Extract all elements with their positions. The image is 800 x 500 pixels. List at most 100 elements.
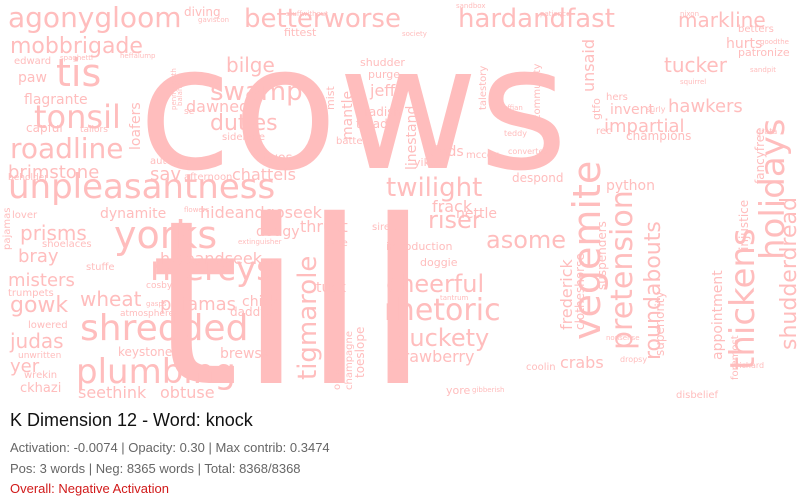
cloud-word: seethink	[78, 383, 147, 400]
cloud-word: hawkers	[668, 96, 743, 117]
cloud-word: gasps	[146, 300, 167, 308]
cloud-word: brimstone	[8, 162, 99, 183]
word-cloud: cows till unpleasantness plumbing shredd…	[0, 0, 800, 400]
cloud-word: balance	[176, 78, 184, 106]
cloud-word: strawberry	[388, 347, 474, 366]
cloud-word: purge	[368, 68, 400, 81]
cloud-word: tis	[56, 51, 101, 95]
cloud-word: shudderdread	[777, 197, 800, 350]
cloud-word: bray	[18, 246, 59, 267]
cloud-word: tread	[356, 117, 388, 131]
cloud-word: hers	[606, 92, 628, 103]
cloud-word: pyjamas	[160, 294, 236, 315]
cloud-word: stuffe	[86, 262, 115, 273]
cloud-word: society	[402, 30, 427, 38]
cloud-word: till	[150, 171, 429, 400]
cloud-word: champagne	[344, 331, 355, 390]
cloud-word: mantle	[340, 91, 356, 140]
cloud-word: gaviscon	[198, 16, 229, 24]
cloud-word: dads	[430, 144, 464, 160]
cloud-word: asome	[486, 226, 566, 254]
cloud-word: markline	[678, 8, 766, 32]
cloud-word: twilight	[386, 173, 482, 203]
cloud-word: hardandfast	[458, 4, 615, 34]
cloud-word: keystone	[118, 345, 172, 359]
cloud-word: yer	[10, 356, 40, 377]
cloud-word: despond	[512, 171, 563, 185]
cloud-word: rhetoric	[384, 293, 501, 328]
cloud-word: unsaid	[579, 39, 598, 92]
cloud-word: hideandseek	[160, 249, 263, 268]
cloud-word: stuffwithout	[286, 10, 328, 18]
cloud-word: radish	[364, 105, 401, 119]
cloud-word: roadline	[10, 132, 124, 165]
cloud-word: toeslope	[353, 327, 367, 378]
cloud-word: flowers	[184, 206, 210, 214]
cloud-word: tailors	[80, 125, 108, 135]
cloud-word: siree	[372, 222, 396, 233]
cloud-word: wrekin	[24, 370, 57, 381]
cloud-word: hideandgoseek	[200, 203, 323, 222]
cloud-word: gtfo	[590, 98, 603, 120]
cloud-word: invent	[610, 102, 655, 118]
cloud-word: sav	[150, 164, 181, 185]
cloud-word: ckhazi	[20, 381, 61, 396]
cloud-word: python	[606, 178, 655, 194]
cloud-word: patience	[540, 10, 570, 18]
cloud-word: talestory	[478, 66, 489, 110]
page-title: K Dimension 12 - Word: knock	[10, 410, 253, 430]
cloud-word: superiority	[653, 291, 667, 356]
cloud-word: cosby	[146, 281, 173, 291]
cloud-word: tucker	[664, 53, 728, 77]
cloud-word: thickens	[723, 228, 763, 370]
cloud-word: dynamite	[100, 206, 166, 222]
cloud-word: extinguisher	[238, 238, 282, 246]
cloud-word: betterworse	[244, 4, 401, 34]
cloud-word: patronize	[738, 46, 790, 59]
cloud-word: misters	[8, 270, 75, 291]
cloud-word: gowk	[10, 293, 68, 318]
cloud-word: impartial	[604, 116, 684, 137]
cloud-word: linestand	[404, 106, 420, 170]
cloud-word: tonsil	[34, 98, 121, 136]
cloud-word: swamp	[210, 77, 303, 107]
cloud-word: frack	[432, 197, 473, 216]
cloud-word: squirrel	[680, 78, 706, 86]
cloud-word: se	[184, 107, 195, 117]
cloud-word: rec	[596, 126, 612, 137]
cloud-word: pretension	[605, 190, 640, 350]
cloud-word: loafers	[128, 102, 144, 150]
cloud-word: grata	[756, 127, 777, 136]
cloud-word: converted	[508, 147, 548, 156]
cloud-word: twos	[262, 151, 293, 166]
cloud-word: plumbing	[76, 352, 236, 392]
cloud-word: fancyfree	[753, 127, 767, 184]
cloud-word: diving	[184, 5, 221, 19]
cloud-word: injustice	[737, 200, 751, 250]
cloud-word: muckety	[386, 324, 489, 352]
cloud-word: edward	[14, 56, 51, 67]
cloud-word: asbe	[324, 238, 348, 249]
cloud-word: yore	[446, 384, 471, 397]
cloud-word: riser	[428, 206, 482, 234]
cloud-word: shoelaces	[42, 239, 92, 250]
cloud-word: cheerful	[386, 270, 484, 298]
cloud-word: cows	[138, 8, 568, 209]
cloud-word: betters	[738, 24, 774, 35]
cloud-word: doggie	[420, 256, 458, 269]
cloud-word: unwritten	[18, 351, 61, 361]
word-cloud-canvas: cows till unpleasantness plumbing shredd…	[2, 1, 800, 400]
cloud-word: thrust	[300, 217, 348, 236]
cloud-word: richard	[736, 361, 764, 370]
cloud-word: autumn	[150, 156, 189, 167]
cloud-word: crabs	[560, 353, 604, 372]
cloud-word: coolin	[526, 362, 556, 373]
cloud-word: sandbox	[456, 2, 485, 10]
cloud-word: mercys	[150, 249, 274, 289]
cloud-word: duties	[210, 111, 278, 136]
cloud-word: goodthe	[760, 38, 789, 46]
cloud-word: nixon	[680, 10, 699, 18]
cloud-word: tantrum	[440, 294, 469, 302]
cloud-word: holidays	[753, 119, 793, 261]
cloud-word: jeff	[369, 81, 396, 100]
